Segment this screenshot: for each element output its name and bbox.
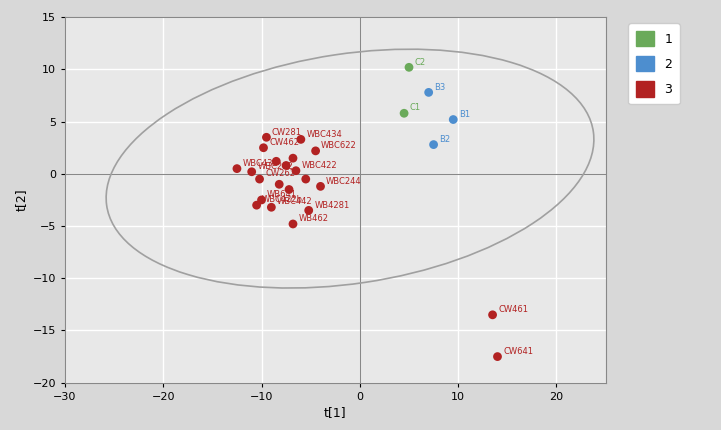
Text: WBC282: WBC282 [257, 162, 293, 171]
Point [428, 141, 439, 148]
Text: WBC422: WBC422 [301, 161, 337, 170]
Point [290, 167, 301, 174]
Point [423, 89, 435, 96]
Text: CW641: CW641 [503, 347, 533, 356]
Text: WB641: WB641 [267, 190, 297, 199]
Point [251, 202, 262, 209]
Point [300, 175, 311, 182]
Point [257, 144, 269, 151]
Point [273, 181, 285, 188]
X-axis label: t[1]: t[1] [324, 406, 347, 419]
Point [303, 207, 314, 214]
Text: WBC432: WBC432 [242, 159, 278, 168]
Point [270, 158, 282, 165]
Point [448, 116, 459, 123]
Text: CW462: CW462 [269, 138, 299, 147]
Point [492, 353, 503, 360]
Point [280, 162, 292, 169]
Point [231, 165, 243, 172]
Point [256, 197, 267, 203]
Point [265, 204, 277, 211]
Legend: 1, 2, 3: 1, 2, 3 [628, 24, 680, 104]
Point [261, 134, 273, 141]
Text: B2: B2 [439, 135, 450, 144]
Text: WBC434: WBC434 [306, 129, 342, 138]
Point [254, 175, 265, 182]
Point [310, 147, 322, 154]
Point [398, 110, 410, 117]
Point [487, 311, 498, 318]
Text: CW281: CW281 [272, 128, 302, 136]
Text: WB4281: WB4281 [314, 201, 350, 209]
Y-axis label: t[2]: t[2] [15, 189, 28, 211]
Text: CW262: CW262 [265, 169, 295, 178]
Text: WBC244: WBC244 [326, 177, 362, 186]
Point [287, 155, 298, 162]
Point [283, 186, 295, 193]
Text: B1: B1 [459, 110, 470, 119]
Text: B3: B3 [434, 83, 446, 92]
Text: C2: C2 [415, 58, 425, 67]
Point [315, 183, 327, 190]
Point [403, 64, 415, 71]
Text: WBC422b: WBC422b [262, 195, 303, 204]
Point [287, 221, 298, 227]
Text: WBC442: WBC442 [277, 197, 312, 206]
Text: WB462: WB462 [298, 214, 329, 223]
Point [246, 168, 257, 175]
Text: C1: C1 [410, 104, 421, 113]
Text: WBC622: WBC622 [321, 141, 357, 150]
Text: CW461: CW461 [498, 305, 528, 314]
Point [295, 136, 306, 143]
